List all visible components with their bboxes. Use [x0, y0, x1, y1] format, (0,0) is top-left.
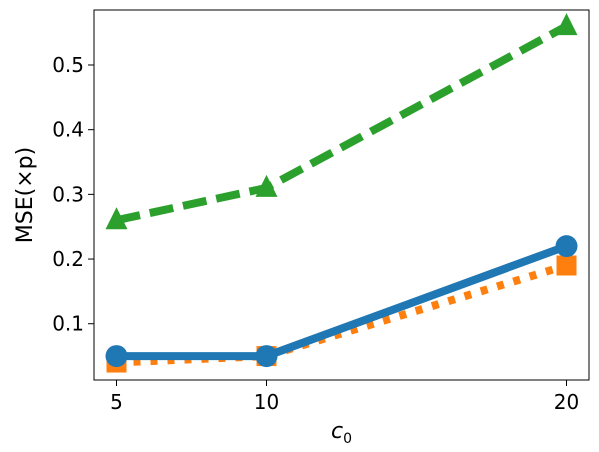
y-tick-label: 0.2	[52, 247, 84, 271]
plot-area	[105, 13, 578, 373]
x-tick-label: 10	[254, 390, 279, 414]
data-point-circle	[255, 345, 278, 368]
data-point-triangle	[105, 207, 128, 230]
data-point-triangle	[255, 174, 278, 197]
y-axis-label: MSE(×p)	[13, 147, 38, 243]
data-point-circle	[555, 235, 578, 258]
series-triangle	[105, 13, 578, 230]
series-circle	[105, 235, 578, 368]
x-axis: 5 10 20	[110, 380, 579, 414]
y-tick-label: 0.5	[52, 53, 84, 77]
x-tick-label: 20	[554, 390, 579, 414]
series-line	[116, 242, 568, 361]
y-tick-label: 0.3	[52, 182, 84, 206]
data-point-triangle	[555, 13, 578, 36]
axes-frame	[93, 9, 590, 381]
series-line	[116, 261, 568, 367]
y-tick-label: 0.4	[52, 118, 84, 142]
data-point-square	[556, 255, 577, 276]
x-axis-label: c0	[331, 419, 352, 447]
x-tick-label: 5	[110, 390, 123, 414]
data-point-circle	[105, 345, 128, 368]
y-axis: 0.1 0.2 0.3 0.4 0.5	[52, 53, 94, 336]
y-tick-label: 0.1	[52, 312, 84, 336]
series-line	[115, 22, 569, 225]
